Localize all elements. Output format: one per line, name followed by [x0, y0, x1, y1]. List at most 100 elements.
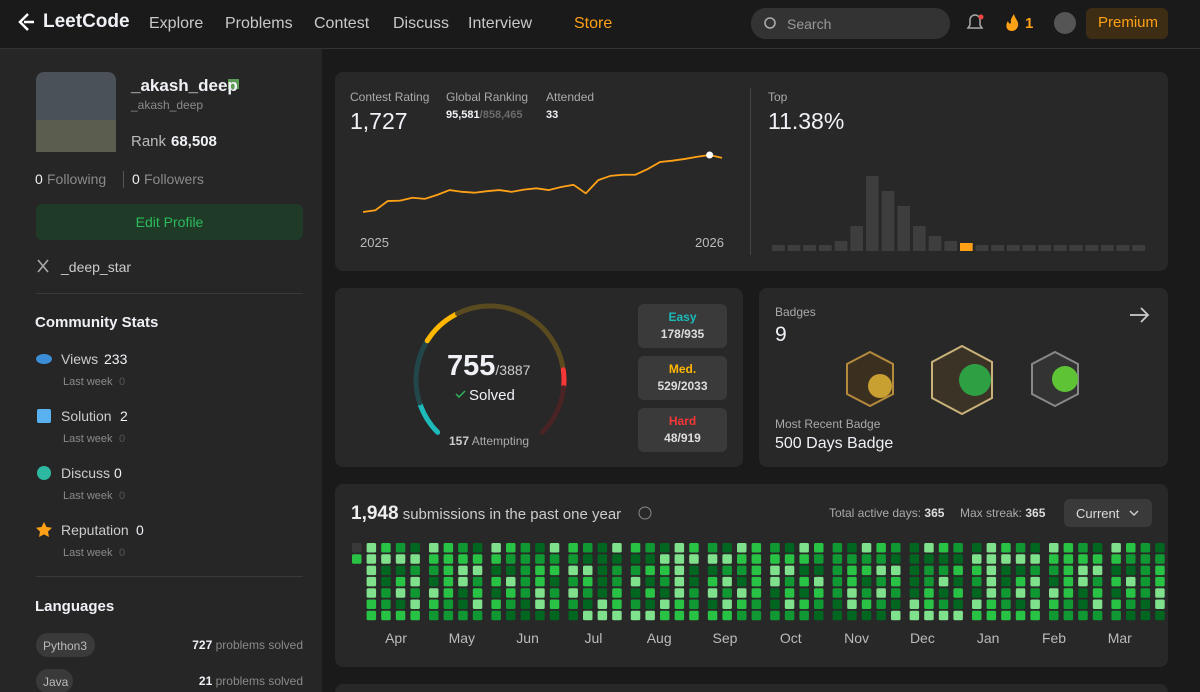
heat-cell: [549, 588, 560, 598]
heat-cell: [674, 610, 685, 621]
stat-label: Solution: [61, 408, 112, 424]
heat-cell: [506, 588, 516, 598]
month-label: Apr: [385, 630, 407, 646]
dropdown-label[interactable]: Current: [1076, 506, 1120, 521]
stat-sub: Last week: [63, 433, 113, 445]
heat-cell: [535, 599, 545, 609]
month-label: Sep: [712, 630, 738, 646]
premium-label[interactable]: Premium: [1098, 14, 1159, 31]
heat-cell: [443, 576, 454, 587]
heat-cell: [891, 565, 901, 576]
heat-cell: [909, 565, 920, 576]
heat-cell: [891, 588, 901, 598]
recent-badge: 500 Days Badge: [775, 435, 894, 452]
max-streak: Max streak: 365: [960, 506, 1045, 520]
avatar-small[interactable]: [1054, 12, 1076, 34]
heat-cell: [814, 610, 824, 621]
heat-cell: [520, 610, 531, 621]
heat-cell: [1078, 576, 1088, 587]
heat-cell: [630, 576, 641, 587]
following-label[interactable]: Following: [47, 171, 107, 187]
gauge-arc: [413, 340, 429, 406]
heat-cell: [366, 599, 377, 609]
streak-icon[interactable]: [1006, 14, 1019, 31]
stat-sub: Last week: [63, 376, 113, 388]
distribution-bar: [1022, 245, 1036, 251]
edit-profile-label[interactable]: Edit Profile: [135, 214, 204, 230]
heat-cell: [924, 565, 934, 576]
section-title: Languages: [35, 598, 115, 615]
search-placeholder[interactable]: Search: [787, 16, 832, 32]
search-box[interactable]: [751, 8, 950, 39]
reputation-icon: [36, 522, 52, 537]
stat-sub: Last week: [63, 490, 113, 502]
heat-cell: [953, 554, 963, 564]
heat-cell: [891, 554, 901, 564]
heat-cell: [1092, 599, 1103, 609]
heat-cell: [784, 610, 795, 621]
heat-cell: [472, 543, 483, 553]
month-label: Jun: [516, 630, 539, 646]
heat-cell: [1126, 599, 1136, 609]
following-count[interactable]: 0: [35, 171, 43, 187]
dropdown[interactable]: [1064, 499, 1152, 527]
bell[interactable]: [966, 14, 984, 29]
heat-cell: [1126, 554, 1136, 564]
social-handle[interactable]: _deep_star: [61, 259, 132, 275]
heat-cell: [395, 610, 406, 621]
heat-cell: [381, 610, 391, 621]
heat-cell: [660, 543, 670, 553]
heat-cell: [737, 565, 747, 576]
month-label: Jul: [584, 630, 603, 646]
search-icon: [764, 17, 776, 29]
heat-cell: [1049, 554, 1059, 564]
heat-cell: [770, 565, 780, 576]
heat-cell: [876, 543, 886, 553]
nav-link[interactable]: Problems: [225, 15, 293, 32]
heat-cell: [891, 543, 901, 553]
heat-cell: [443, 543, 454, 553]
heat-cell: [410, 599, 420, 609]
heat-cell: [410, 576, 420, 587]
name-badge: [228, 79, 239, 89]
heat-cell: [568, 565, 578, 576]
heat-cell: [645, 565, 655, 576]
logo[interactable]: LeetCode: [43, 11, 130, 32]
followers-count[interactable]: 0: [132, 171, 140, 187]
heat-cell: [429, 588, 439, 598]
heat-cell: [491, 554, 501, 564]
heat-cell: [568, 610, 578, 621]
heat-cell: [814, 576, 824, 587]
heat-cell: [410, 543, 420, 553]
heat-cell: [1078, 588, 1088, 598]
arrow[interactable]: [1130, 307, 1150, 323]
language-name: Python3: [43, 639, 88, 653]
heat-cell: [352, 543, 362, 553]
heat-cell: [953, 543, 963, 553]
stat-value: 2: [120, 408, 128, 424]
edit-profile-button[interactable]: [36, 204, 303, 240]
month-label: Jan: [976, 630, 1000, 646]
premium-button[interactable]: [1086, 8, 1168, 39]
heat-cell: [1030, 588, 1040, 598]
x-label: 2026: [695, 235, 724, 250]
nav-link[interactable]: Contest: [314, 15, 370, 32]
heat-cell: [1155, 576, 1165, 587]
nav-link[interactable]: Store: [574, 15, 613, 32]
info-icon[interactable]: [638, 506, 652, 520]
nav-link[interactable]: Interview: [468, 15, 533, 32]
difficulty-count: 48/919: [664, 431, 701, 445]
nav-link[interactable]: Explore: [149, 15, 204, 32]
heat-cell: [689, 599, 699, 609]
heat-cell: [491, 610, 501, 621]
heat-cell: [660, 565, 670, 576]
heat-cell: [491, 565, 501, 576]
nav-link[interactable]: Discuss: [393, 15, 450, 32]
heat-cell: [395, 588, 406, 598]
heat-cell: [1049, 565, 1059, 576]
heat-cell: [597, 599, 608, 609]
followers-label[interactable]: Followers: [144, 171, 204, 187]
heat-cell: [909, 588, 920, 598]
divider: [750, 88, 751, 255]
heat-cell: [924, 610, 934, 621]
